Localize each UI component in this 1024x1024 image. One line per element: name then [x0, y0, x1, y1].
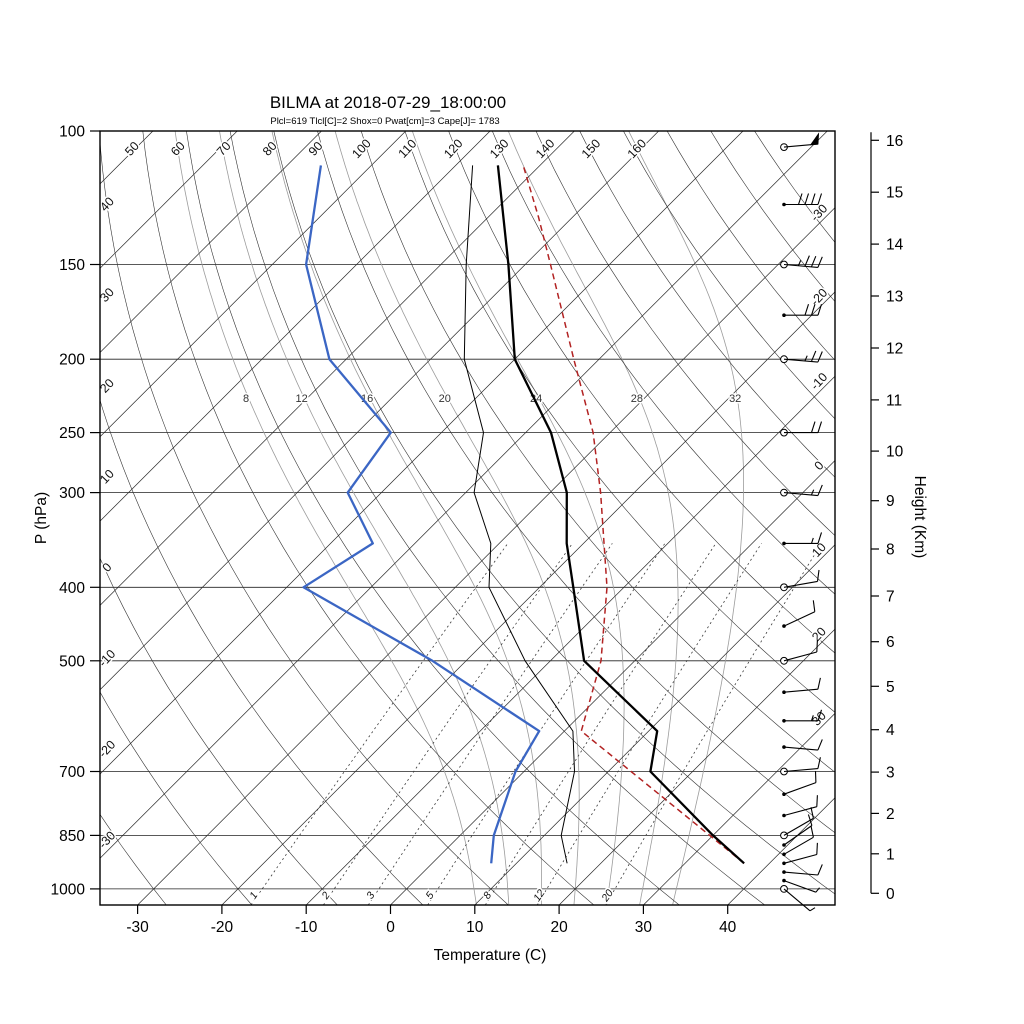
svg-text:15: 15: [886, 185, 903, 202]
svg-text:11: 11: [886, 392, 902, 409]
svg-text:-30: -30: [126, 919, 149, 936]
svg-text:-10: -10: [96, 647, 119, 670]
plot-frame: [99, 130, 836, 906]
svg-text:5: 5: [886, 679, 895, 696]
svg-text:250: 250: [59, 425, 85, 442]
svg-text:12: 12: [886, 341, 903, 358]
svg-text:1: 1: [247, 890, 260, 902]
sounding-curves: [302, 165, 745, 865]
svg-text:100: 100: [349, 136, 373, 161]
svg-text:8: 8: [481, 890, 494, 902]
svg-text:1: 1: [886, 846, 895, 863]
svg-text:16: 16: [886, 133, 903, 150]
svg-text:-20: -20: [808, 286, 831, 309]
svg-text:12: 12: [531, 887, 548, 904]
svg-text:6: 6: [886, 634, 895, 651]
svg-text:100: 100: [59, 124, 85, 141]
height-axis-label: Height (Km): [911, 476, 928, 559]
svg-text:20: 20: [550, 919, 568, 936]
svg-text:20: 20: [599, 887, 616, 904]
svg-text:7: 7: [886, 589, 895, 606]
svg-text:90: 90: [306, 139, 326, 159]
svg-text:13: 13: [886, 289, 903, 306]
svg-text:30: 30: [635, 919, 653, 936]
wind-barb-column: [780, 132, 823, 912]
svg-text:70: 70: [214, 139, 234, 159]
svg-text:-30: -30: [96, 828, 119, 851]
svg-text:140: 140: [533, 136, 557, 161]
svg-text:14: 14: [886, 237, 904, 254]
svg-text:0: 0: [386, 919, 395, 936]
svg-text:2: 2: [886, 806, 895, 823]
temperature-axis-label: Temperature (C): [434, 947, 547, 964]
svg-text:50: 50: [122, 139, 142, 159]
svg-text:-20: -20: [211, 919, 234, 936]
svg-text:850: 850: [59, 828, 85, 845]
pressure-axis: 100 150 200 250 300 400 500 700 850 1000: [51, 124, 100, 898]
chart-subtitle: Plcl=619 Tlcl[C]=2 Shox=0 Pwat[cm]=3 Cap…: [270, 116, 499, 127]
svg-text:60: 60: [168, 139, 188, 159]
skewt-background-lines: [100, 131, 835, 905]
svg-text:2: 2: [319, 890, 333, 903]
temperature-axis: -30 -20 -10 0 10 20 30 40: [126, 905, 737, 936]
svg-text:10: 10: [886, 444, 904, 461]
svg-text:300: 300: [59, 485, 85, 502]
svg-text:10: 10: [466, 919, 484, 936]
parcel-curve: [522, 165, 745, 864]
svg-text:120: 120: [441, 136, 465, 161]
svg-text:20: 20: [809, 624, 829, 644]
svg-text:8: 8: [243, 393, 249, 405]
svg-text:4: 4: [886, 722, 895, 739]
svg-text:0: 0: [100, 560, 115, 575]
dewpoint-curve: [302, 165, 541, 864]
svg-text:200: 200: [59, 352, 85, 369]
svg-text:8: 8: [886, 542, 895, 559]
svg-text:0: 0: [886, 886, 895, 903]
svg-text:3: 3: [364, 890, 377, 902]
svg-text:400: 400: [59, 580, 85, 597]
svg-text:-10: -10: [808, 370, 831, 393]
wetbulb-curve: [463, 165, 575, 864]
svg-text:9: 9: [886, 493, 895, 510]
temperature-curve: [496, 165, 745, 865]
svg-text:-10: -10: [295, 919, 318, 936]
svg-text:40: 40: [719, 919, 737, 936]
svg-text:130: 130: [487, 136, 511, 161]
svg-text:700: 700: [59, 764, 85, 781]
svg-text:12: 12: [295, 393, 307, 405]
svg-text:20: 20: [439, 393, 451, 405]
svg-text:500: 500: [59, 653, 85, 670]
svg-text:-20: -20: [96, 738, 119, 761]
svg-text:150: 150: [59, 257, 85, 274]
chart-title: BILMA at 2018-07-29_18:00:00: [270, 93, 506, 112]
svg-text:80: 80: [260, 139, 280, 159]
svg-text:28: 28: [631, 393, 643, 405]
svg-text:5: 5: [424, 890, 437, 902]
svg-text:32: 32: [729, 393, 741, 405]
svg-text:150: 150: [579, 136, 603, 161]
svg-text:1000: 1000: [51, 881, 86, 898]
svg-text:3: 3: [886, 765, 895, 782]
pressure-axis-label: P (hPa): [33, 492, 50, 544]
